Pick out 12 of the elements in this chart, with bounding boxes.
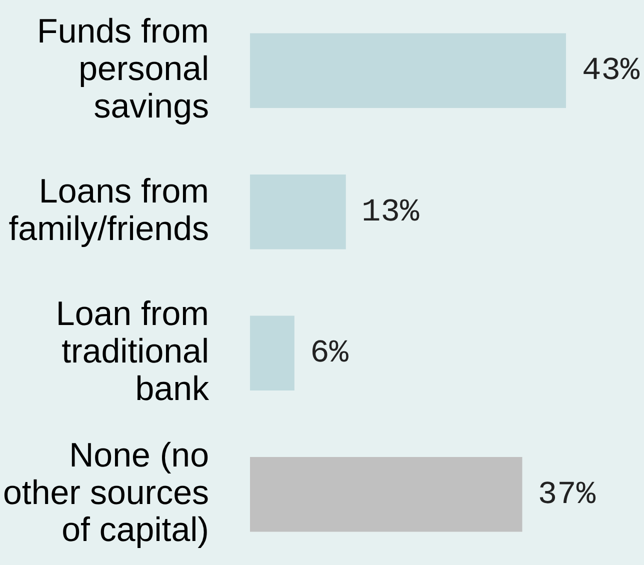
y-tick-label: None (no other sources of capital) — [3, 436, 209, 550]
bar — [250, 33, 566, 108]
data-label: 43% — [582, 52, 640, 90]
bar — [250, 457, 522, 532]
data-label: 13% — [362, 193, 420, 230]
y-tick-label: Loan from traditional bank — [56, 295, 210, 408]
y-tick-label: Funds from personal savings — [37, 12, 209, 126]
data-label: 6% — [310, 334, 350, 372]
data-label: 37% — [538, 476, 596, 513]
bar — [250, 316, 294, 390]
y-tick-label: Loans from family/friends — [8, 172, 209, 248]
bar — [250, 174, 346, 250]
